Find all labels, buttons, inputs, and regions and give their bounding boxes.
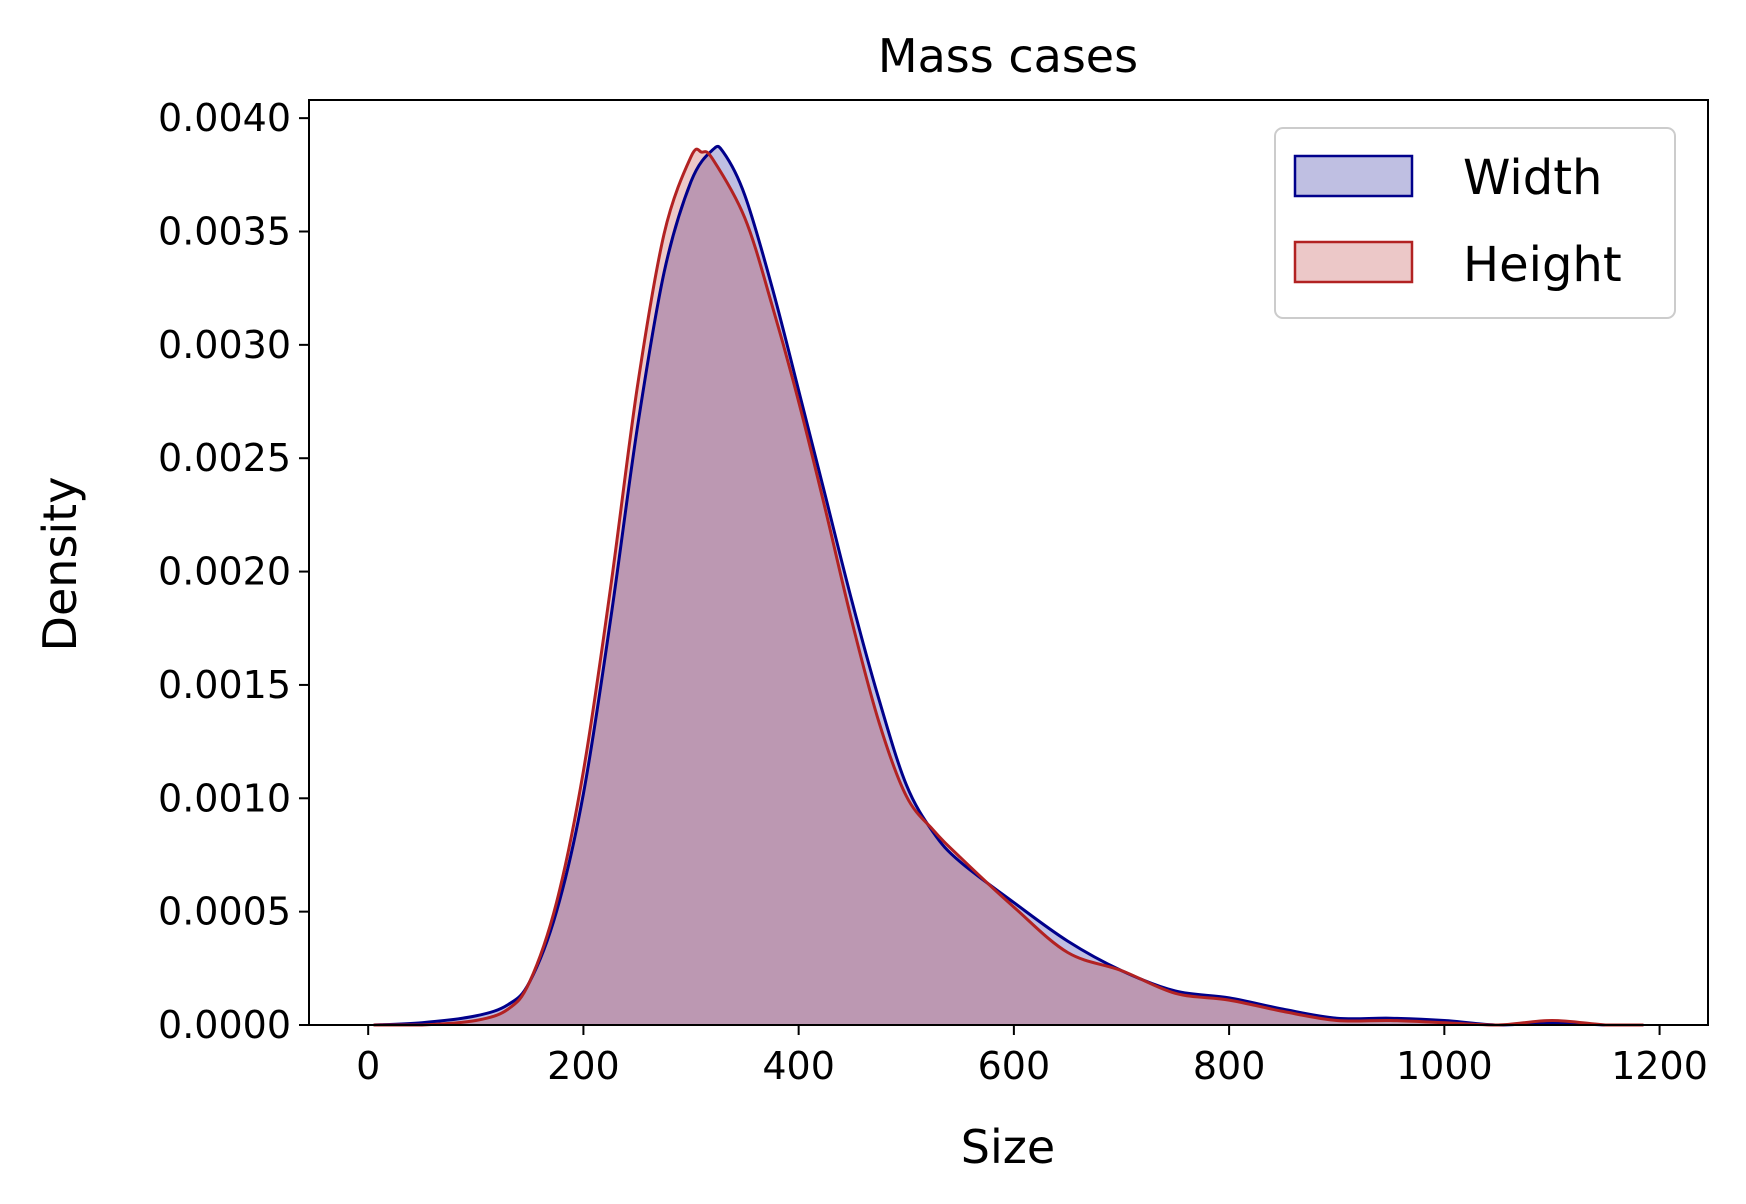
y-tick-label: 0.0035 [158,209,291,253]
series-fill-width [373,146,1644,1026]
chart-title: Mass cases [878,29,1138,83]
y-tick-label: 0.0005 [158,890,291,934]
legend-swatch-width [1293,154,1414,198]
x-tick-label: 600 [978,1044,1051,1088]
y-tick-label: 0.0010 [158,776,291,820]
y-axis: 0.0000 0.0005 0.0010 0.0015 0.0020 0.0025 0.00… [158,96,309,1047]
series-line-height [373,147,1644,1027]
y-tick-label: 0.0040 [158,96,291,140]
y-tick-label: 0.0025 [158,436,291,480]
series-line-width [373,144,1644,1027]
legend-label-width: Width [1463,150,1602,206]
x-tick-label: 0 [356,1044,380,1088]
x-tick-label: 200 [547,1044,620,1088]
x-tick-label: 400 [762,1044,835,1088]
series-fill-height [373,149,1644,1025]
plot-frame [308,99,1709,1026]
x-tick-label: 800 [1193,1044,1266,1088]
x-axis: 0 200 400 600 800 1000 1200 [356,1025,1708,1088]
y-tick-label: 0.0020 [158,550,291,594]
legend-label-height: Height [1463,237,1622,293]
legend: Width Height [1274,127,1676,319]
x-tick-label: 1000 [1396,1044,1493,1088]
x-axis-label: Size [961,1120,1055,1174]
plot-area [373,144,1644,1027]
x-tick-label: 1200 [1611,1044,1708,1088]
y-tick-label: 0.0015 [158,663,291,707]
legend-frame [1274,127,1676,319]
y-tick-label: 0.0000 [158,1003,291,1047]
legend-swatch-height [1293,240,1414,284]
y-tick-label: 0.0030 [158,323,291,367]
y-axis-label: Density [33,477,87,652]
